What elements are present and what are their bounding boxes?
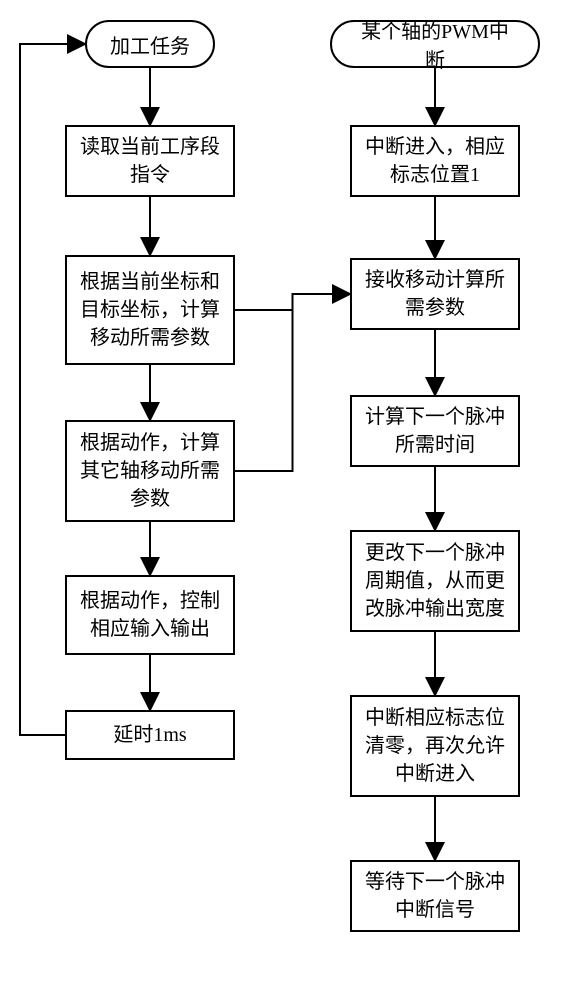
- connectors: [0, 0, 582, 1000]
